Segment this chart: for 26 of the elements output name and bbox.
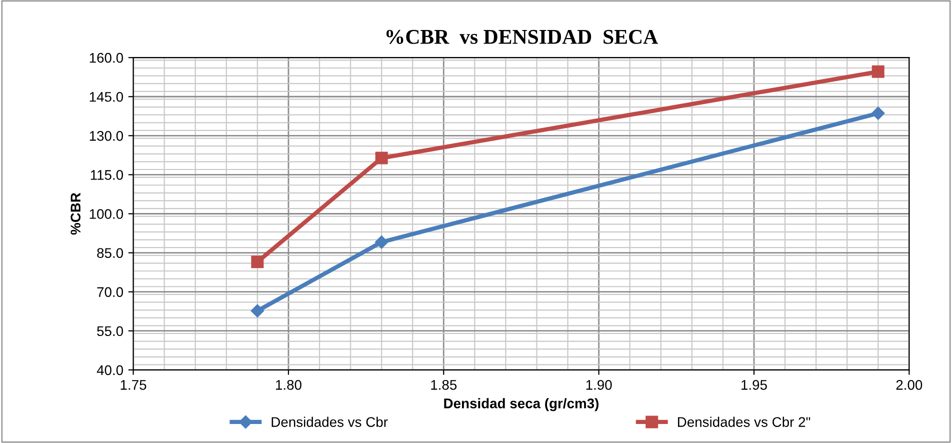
x-tick-label: 1.85 [431,380,457,390]
x-tick-label: 1.75 [120,380,146,390]
x-tick-label: 1.90 [586,380,612,390]
legend-label: Densidades vs Cbr [272,416,388,427]
legend-label: Densidades vs Cbr 2" [678,416,810,427]
y-tick-label: 115.0 [90,170,124,180]
y-tick-label: 70.0 [97,287,124,297]
point [375,152,388,164]
x-axis-title: Densidad seca (gr/cm3) [444,398,598,412]
x-tick-label: 1.95 [742,380,767,390]
x-tick-label: 2.00 [896,380,922,390]
point [872,65,884,78]
y-tick-label: 145.0 [90,92,124,102]
chart-title: %CBR vs DENSIDAD SECA [386,30,658,44]
y-tick-label: 130.0 [90,131,124,141]
point [250,304,264,318]
y-tick-label: 55.0 [97,326,124,336]
point [251,256,264,268]
y-tick-label: 100.0 [90,209,124,219]
y-tick-label: 40.0 [96,365,124,376]
point [872,106,885,120]
x-tick-label: 1.80 [276,380,302,390]
y-axis-title: %CBR [70,192,81,235]
point [374,236,388,249]
y-tick-label: 160.0 [90,52,124,63]
y-tick-label: 85.0 [97,248,124,258]
